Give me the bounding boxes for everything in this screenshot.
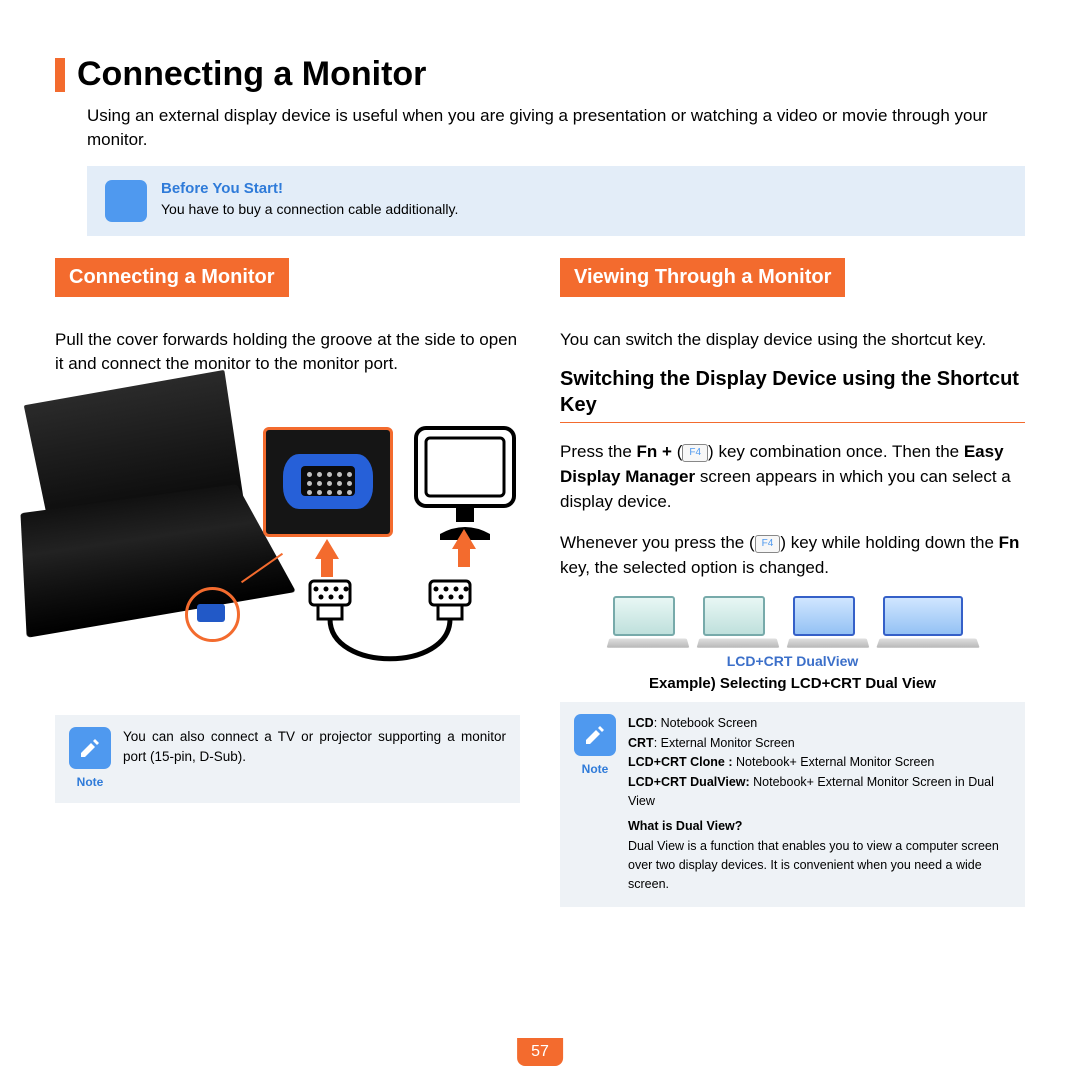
info-icon (105, 180, 147, 222)
laptop-icon (698, 596, 778, 651)
vga-port-icon (197, 604, 225, 622)
example-caption: Example) Selecting LCD+CRT Dual View (560, 675, 1025, 692)
right-note-block: Note LCD: Notebook Screen CRT: External … (560, 702, 1025, 906)
display-mode-icons (560, 596, 1025, 651)
text-fragment: Whenever you press the (560, 533, 749, 552)
dualview-caption-text: LCD+CRT DualView (727, 653, 859, 669)
note-label: Note (582, 760, 609, 779)
text-fragment: key, the selected option is changed. (560, 558, 829, 577)
shortcut-paragraph-2: Whenever you press the (F4) key while ho… (560, 531, 1025, 580)
right-intro-text: You can switch the display device using … (560, 328, 1025, 353)
right-subheading: Switching the Display Device using the S… (560, 366, 1025, 418)
right-column: Viewing Through a Monitor You can switch… (560, 258, 1025, 907)
pencil-icon (69, 727, 111, 769)
laptop-icon (608, 596, 688, 651)
laptop-icon (788, 596, 868, 651)
shortcut-paragraph-1: Press the Fn + (F4) key combination once… (560, 440, 1025, 514)
page-title: Connecting a Monitor (77, 55, 426, 94)
left-section-heading: Connecting a Monitor (55, 258, 289, 297)
def-what-is: What is Dual View? (628, 817, 1011, 836)
before-you-start-text: You have to buy a connection cable addit… (161, 201, 458, 217)
vga-cable-icon (290, 577, 490, 692)
arrow-up-icon (315, 539, 339, 577)
pencil-icon (574, 714, 616, 756)
text-fragment: key combination once. Then the (714, 442, 964, 461)
left-column: Connecting a Monitor Pull the cover forw… (55, 258, 520, 907)
note-icon-wrap: Note (574, 714, 616, 894)
laptop-icon (878, 596, 978, 651)
right-section-heading: Viewing Through a Monitor (560, 258, 845, 297)
f4-key-icon: F4 (682, 444, 708, 462)
page-number: 57 (517, 1038, 563, 1066)
left-body-text: Pull the cover forwards holding the groo… (55, 328, 520, 377)
note-icon-wrap: Note (69, 727, 111, 791)
text-fragment: key while holding down the (786, 533, 999, 552)
connection-diagram (55, 397, 520, 697)
dualview-caption: LCD+CRT DualView (560, 653, 1025, 669)
arrow-up-icon (452, 529, 476, 567)
note-label: Note (77, 773, 104, 791)
def-lcd: LCD: Notebook Screen (628, 714, 1011, 733)
f4-key-icon: F4 (755, 535, 781, 553)
text-fragment: Press the (560, 442, 637, 461)
title-accent-bar (55, 58, 65, 92)
def-clone: LCD+CRT Clone : Notebook+ External Monit… (628, 753, 1011, 772)
vga-connector-icon (283, 454, 373, 509)
left-note-block: Note You can also connect a TV or projec… (55, 715, 520, 803)
fn-key-label: Fn + (637, 442, 677, 461)
laptop-base-illustration (20, 484, 296, 638)
def-crt: CRT: External Monitor Screen (628, 734, 1011, 753)
callout-body: Before You Start! You have to buy a conn… (161, 180, 458, 217)
before-you-start-callout: Before You Start! You have to buy a conn… (87, 166, 1025, 236)
before-you-start-title: Before You Start! (161, 180, 458, 197)
left-note-text: You can also connect a TV or projector s… (123, 727, 506, 768)
divider (560, 422, 1025, 423)
page-title-row: Connecting a Monitor (55, 55, 1025, 94)
definitions-list: LCD: Notebook Screen CRT: External Monit… (628, 714, 1011, 894)
def-what-is-body: Dual View is a function that enables you… (628, 837, 1011, 895)
intro-paragraph: Using an external display device is usef… (87, 104, 1025, 152)
fn-key-label: Fn (999, 533, 1020, 552)
def-dualview: LCD+CRT DualView: Notebook+ External Mon… (628, 773, 1011, 812)
two-column-layout: Connecting a Monitor Pull the cover forw… (55, 258, 1025, 907)
vga-port-zoom (263, 427, 393, 537)
